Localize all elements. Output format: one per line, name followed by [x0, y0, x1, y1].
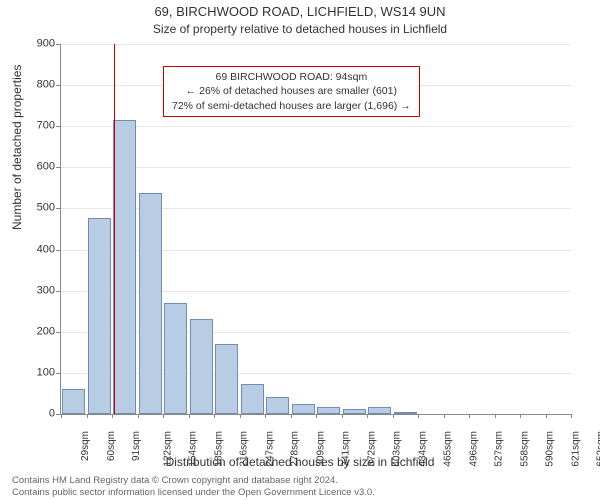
- xtick: [342, 414, 343, 418]
- histogram-bar: [368, 407, 391, 414]
- ytick-label: 200: [15, 326, 55, 337]
- ytick-label: 800: [15, 80, 55, 91]
- ytick: [56, 414, 60, 415]
- xtick: [367, 414, 368, 418]
- xtick: [87, 414, 88, 418]
- ytick-label: 300: [15, 285, 55, 296]
- ytick-label: 600: [15, 162, 55, 173]
- xtick-label: 247sqm: [265, 431, 275, 467]
- xtick: [520, 414, 521, 418]
- page-subtitle: Size of property relative to detached ho…: [0, 22, 600, 36]
- ytick: [56, 250, 60, 251]
- histogram-bar: [241, 384, 264, 414]
- ytick: [56, 373, 60, 374]
- ytick: [56, 167, 60, 168]
- xtick-label: 621sqm: [571, 431, 581, 467]
- ytick: [56, 85, 60, 86]
- xtick: [495, 414, 496, 418]
- ytick: [56, 291, 60, 292]
- xtick: [291, 414, 292, 418]
- xtick: [571, 414, 572, 418]
- xtick: [214, 414, 215, 418]
- xtick: [316, 414, 317, 418]
- xtick: [393, 414, 394, 418]
- page-title: 69, BIRCHWOOD ROAD, LICHFIELD, WS14 9UN: [0, 4, 600, 19]
- xtick-label: 60sqm: [107, 431, 117, 461]
- xtick-label: 122sqm: [163, 431, 173, 467]
- xtick-label: 527sqm: [495, 431, 505, 467]
- histogram-bar: [343, 409, 366, 414]
- xtick: [469, 414, 470, 418]
- histogram-bar: [190, 319, 213, 414]
- histogram-bar: [292, 404, 315, 414]
- xtick: [444, 414, 445, 418]
- xtick-label: 154sqm: [189, 431, 199, 467]
- ytick-label: 900: [15, 39, 55, 50]
- histogram-bar: [164, 303, 187, 414]
- xtick: [61, 414, 62, 418]
- histogram-bar: [394, 412, 417, 414]
- ytick: [56, 44, 60, 45]
- footer-credits: Contains HM Land Registry data © Crown c…: [12, 475, 375, 498]
- ytick-label: 100: [15, 367, 55, 378]
- ytick-label: 500: [15, 203, 55, 214]
- xtick: [546, 414, 547, 418]
- xtick-label: 341sqm: [342, 431, 352, 467]
- histogram-bar: [62, 389, 85, 414]
- histogram-bar: [113, 120, 136, 414]
- xtick-label: 309sqm: [316, 431, 326, 467]
- ytick: [56, 208, 60, 209]
- xtick: [418, 414, 419, 418]
- xtick: [163, 414, 164, 418]
- ytick: [56, 332, 60, 333]
- xtick-label: 496sqm: [469, 431, 479, 467]
- annotation-line-2: ← 26% of detached houses are smaller (60…: [172, 84, 411, 98]
- xtick-label: 652sqm: [597, 431, 600, 467]
- annotation-line-1: 69 BIRCHWOOD ROAD: 94sqm: [172, 70, 411, 84]
- xtick-label: 403sqm: [393, 431, 403, 467]
- histogram-bar: [215, 344, 238, 414]
- xtick-label: 558sqm: [520, 431, 530, 467]
- histogram-plot: 69 BIRCHWOOD ROAD: 94sqm ← 26% of detach…: [60, 44, 571, 415]
- ytick-label: 400: [15, 244, 55, 255]
- xtick: [240, 414, 241, 418]
- xtick-label: 590sqm: [546, 431, 556, 467]
- xtick-label: 372sqm: [367, 431, 377, 467]
- annotation-box: 69 BIRCHWOOD ROAD: 94sqm ← 26% of detach…: [163, 66, 420, 117]
- xtick: [189, 414, 190, 418]
- footer-line-1: Contains HM Land Registry data © Crown c…: [12, 475, 375, 486]
- xtick-label: 434sqm: [418, 431, 428, 467]
- marker-line: [114, 44, 115, 414]
- xtick: [112, 414, 113, 418]
- xtick-label: 91sqm: [132, 431, 142, 461]
- xtick-label: 465sqm: [444, 431, 454, 467]
- histogram-bar: [139, 193, 162, 414]
- footer-line-2: Contains public sector information licen…: [12, 487, 375, 498]
- annotation-line-3: 72% of semi-detached houses are larger (…: [172, 99, 411, 113]
- histogram-bar: [88, 218, 111, 415]
- xtick-label: 216sqm: [240, 431, 250, 467]
- histogram-bar: [317, 407, 340, 414]
- xtick: [138, 414, 139, 418]
- histogram-bar: [266, 397, 289, 414]
- xtick-label: 185sqm: [214, 431, 224, 467]
- chart-container: 69, BIRCHWOOD ROAD, LICHFIELD, WS14 9UN …: [0, 0, 600, 500]
- xtick-label: 278sqm: [291, 431, 301, 467]
- ytick-label: 700: [15, 121, 55, 132]
- ytick: [56, 126, 60, 127]
- xtick-label: 29sqm: [81, 431, 91, 461]
- xtick: [265, 414, 266, 418]
- ytick-label: 0: [15, 409, 55, 420]
